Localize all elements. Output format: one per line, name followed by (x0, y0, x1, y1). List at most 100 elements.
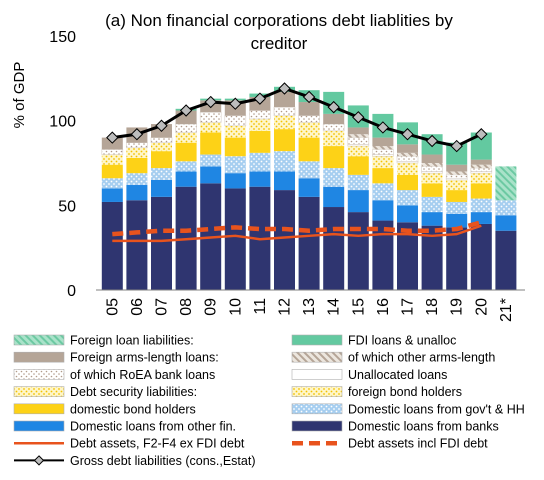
bar-banks (101, 201, 123, 290)
bar-fdi (470, 132, 492, 160)
bar-govhh (175, 161, 197, 172)
bar-govhh (372, 183, 394, 201)
bar-govhh (495, 200, 517, 216)
bar-banks (298, 196, 320, 290)
legend-label-armsother: of which other arms-length (348, 351, 495, 365)
bar-govhh (397, 190, 418, 206)
marker-gross (376, 121, 390, 134)
bar-banks (347, 212, 369, 290)
legend-label-gross: Gross debt liabilities (cons.,Estat) (70, 454, 256, 468)
x-tick-label: 16 (375, 298, 392, 316)
bar-domestic (175, 142, 197, 162)
bar-arms (421, 154, 443, 163)
bar-armsother (347, 134, 369, 138)
bar-domestic (421, 183, 443, 197)
legend: Foreign loan liabilities: FDI loans & una… (13, 334, 525, 468)
line-gross (112, 86, 482, 148)
legend-label-fdi: FDI loans & unalloc (348, 334, 456, 348)
y-tick-label: 0 (67, 283, 76, 300)
legend-swatch-foreigntotal (13, 334, 65, 346)
bar-domestic (200, 132, 222, 155)
marker-gross (253, 92, 267, 105)
bar-otherfin (175, 171, 197, 187)
bar-roea (150, 137, 173, 143)
x-tick-label: 12 (277, 298, 294, 316)
bar-domestic (446, 190, 468, 202)
legend-label-domestic: domestic bond holders (70, 402, 196, 416)
x-tick-label: 07 (154, 298, 171, 316)
bar-arms (323, 113, 345, 125)
x-tick-label: 05 (104, 298, 121, 316)
legend-label-debtsec: Debt security liabilities: (70, 385, 197, 399)
line-series (106, 82, 488, 243)
legend-label-unalloc: Unallocated loans (348, 368, 447, 382)
bar-domestic (151, 151, 172, 169)
bar-otherfin (495, 215, 517, 231)
bar-roea (347, 137, 370, 145)
x-tick-label: 09 (203, 298, 220, 316)
bar-arms (446, 164, 468, 172)
bar-armsother (470, 164, 492, 169)
bar-otherfin (372, 200, 394, 221)
bar-govhh (421, 196, 443, 213)
legend-swatch-banks (291, 420, 343, 432)
bar-foreignbond (470, 173, 492, 184)
bar-roea (298, 115, 320, 123)
bar-govhh (323, 168, 345, 187)
bar-govhh (151, 168, 172, 180)
bar-foreignbond (200, 122, 222, 133)
bar-foreignbond (274, 115, 295, 130)
bar-foreignbond (421, 173, 443, 184)
bar-otherfin (151, 179, 172, 197)
x-tick-label: 14 (326, 298, 343, 316)
marker-gross (106, 131, 119, 144)
marker-gross (130, 128, 144, 141)
bar-roea (470, 167, 493, 172)
y-tick-label: 100 (49, 114, 76, 131)
legend-label-foreigntotal: Foreign loan liabilities: (70, 334, 194, 348)
bar-govhh (200, 154, 222, 167)
legend-swatch-fdi (291, 334, 343, 346)
legend-label-debtassets: Debt assets, F2-F4 ex FDI debt (70, 437, 245, 451)
legend-swatch-debtsec (13, 386, 65, 397)
bar-domestic (224, 137, 246, 157)
legend-label-otherfin: Domestic loans from other fin. (70, 420, 236, 434)
bar-domestic (249, 130, 271, 153)
bar-armsother (397, 152, 418, 157)
x-tick-label: 10 (227, 298, 244, 316)
bar-arms (347, 127, 369, 135)
legend-swatch-foreignbond (291, 386, 343, 397)
bar-foreignbond (224, 125, 246, 138)
marker-gross (327, 100, 340, 114)
bar-otherfin (347, 190, 369, 213)
bar-domestic (101, 164, 123, 179)
bar-govhh (126, 173, 148, 186)
legend-label-arms: Foreign arms-length loans: (70, 351, 219, 365)
bar-foreignbond (347, 146, 369, 157)
bar-govhh (101, 178, 123, 189)
bar-foreigntotal (495, 166, 517, 201)
legend-swatch-otherfin (13, 420, 65, 432)
bar-govhh (224, 156, 246, 174)
x-tick-label: 17 (400, 298, 417, 316)
bar-roea (372, 149, 394, 155)
y-axis-ticks: 0 50 100 150 (49, 29, 76, 300)
x-tick-label: 15 (350, 298, 367, 316)
x-tick-label: 21* (498, 298, 515, 322)
line-debtassets (112, 224, 482, 243)
x-tick-label: 20 (473, 298, 490, 316)
bar-banks (421, 225, 443, 290)
bar-banks (126, 200, 148, 290)
x-tick-label: 06 (129, 298, 146, 316)
bar-roea (273, 106, 296, 116)
bar-roea (126, 142, 148, 149)
bar-banks (224, 188, 246, 290)
bar-roea (175, 123, 197, 133)
bar-otherfin (397, 205, 418, 223)
bar-roea (396, 155, 419, 162)
bar-banks (495, 230, 517, 290)
bar-otherfin (323, 186, 345, 208)
bar-roea (322, 123, 345, 132)
bar-banks (372, 220, 394, 290)
